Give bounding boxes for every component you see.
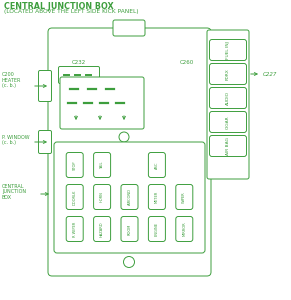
Circle shape bbox=[123, 256, 134, 268]
FancyBboxPatch shape bbox=[121, 184, 138, 209]
FancyBboxPatch shape bbox=[210, 64, 246, 85]
FancyBboxPatch shape bbox=[38, 130, 52, 154]
Text: HAZARD: HAZARD bbox=[100, 221, 104, 237]
Text: STOP: STOP bbox=[73, 160, 77, 170]
Text: HORN: HORN bbox=[100, 192, 104, 203]
FancyBboxPatch shape bbox=[66, 152, 83, 178]
FancyBboxPatch shape bbox=[207, 30, 249, 179]
FancyBboxPatch shape bbox=[121, 217, 138, 242]
Text: ENGINE: ENGINE bbox=[155, 222, 159, 236]
Text: AUDIO: AUDIO bbox=[226, 91, 230, 105]
FancyBboxPatch shape bbox=[176, 184, 193, 209]
Text: CENTRAL JUNCTION BOX: CENTRAL JUNCTION BOX bbox=[4, 2, 113, 11]
FancyBboxPatch shape bbox=[94, 217, 111, 242]
Text: C260: C260 bbox=[180, 60, 194, 65]
FancyBboxPatch shape bbox=[94, 152, 111, 178]
FancyBboxPatch shape bbox=[38, 70, 52, 101]
FancyBboxPatch shape bbox=[66, 217, 83, 242]
Text: FUEL INJ: FUEL INJ bbox=[226, 41, 230, 59]
FancyBboxPatch shape bbox=[210, 88, 246, 109]
Text: R WIPER: R WIPER bbox=[73, 221, 77, 237]
Text: METER: METER bbox=[155, 191, 159, 203]
Text: AIRCOND: AIRCOND bbox=[127, 189, 132, 206]
Text: WIPER: WIPER bbox=[182, 191, 186, 203]
Text: CIGAR: CIGAR bbox=[226, 115, 230, 129]
FancyBboxPatch shape bbox=[60, 77, 144, 129]
Text: DOORLK: DOORLK bbox=[73, 189, 77, 205]
FancyBboxPatch shape bbox=[210, 112, 246, 133]
Text: MIRROR: MIRROR bbox=[182, 222, 186, 236]
FancyBboxPatch shape bbox=[210, 40, 246, 61]
FancyBboxPatch shape bbox=[48, 28, 211, 276]
FancyBboxPatch shape bbox=[66, 184, 83, 209]
FancyBboxPatch shape bbox=[176, 217, 193, 242]
Text: FDRX: FDRX bbox=[226, 68, 230, 80]
Text: ASC: ASC bbox=[155, 161, 159, 169]
Text: C227: C227 bbox=[263, 71, 277, 76]
FancyBboxPatch shape bbox=[148, 152, 165, 178]
Text: AIR BAG: AIR BAG bbox=[226, 137, 230, 155]
Text: TAIL: TAIL bbox=[100, 161, 104, 169]
FancyBboxPatch shape bbox=[148, 217, 165, 242]
Text: (LOCATED ABOVE THE LEFT SIDE KICK PANEL): (LOCATED ABOVE THE LEFT SIDE KICK PANEL) bbox=[4, 9, 139, 14]
FancyBboxPatch shape bbox=[94, 184, 111, 209]
FancyBboxPatch shape bbox=[148, 184, 165, 209]
Text: C200
HEATER
(c. b.): C200 HEATER (c. b.) bbox=[2, 72, 21, 88]
Circle shape bbox=[119, 132, 129, 142]
Text: ROOM: ROOM bbox=[127, 223, 132, 235]
Text: C232: C232 bbox=[72, 60, 86, 65]
FancyBboxPatch shape bbox=[113, 20, 145, 36]
FancyBboxPatch shape bbox=[54, 142, 205, 253]
Text: P. WINDOW
(c. b.): P. WINDOW (c. b.) bbox=[2, 135, 30, 146]
Text: CENTRAL
JUNCTION
BOX: CENTRAL JUNCTION BOX bbox=[2, 184, 26, 200]
FancyBboxPatch shape bbox=[58, 67, 100, 83]
FancyBboxPatch shape bbox=[210, 136, 246, 157]
